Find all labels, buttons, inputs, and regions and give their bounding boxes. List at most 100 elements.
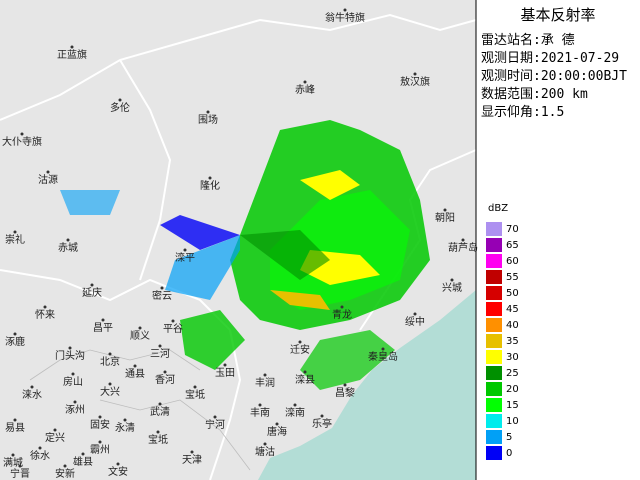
legend-label: 60 [506, 256, 519, 267]
place-label: 平谷 [163, 323, 183, 335]
place-dot [293, 403, 297, 407]
place-label: 兴城 [442, 282, 462, 294]
info-value: 2021-07-29 [541, 51, 619, 66]
legend-swatch [486, 366, 502, 380]
place-label: 迁安 [290, 343, 310, 356]
place-dot [206, 110, 210, 114]
place-dot [381, 347, 385, 351]
place-dot [53, 428, 57, 432]
sea [258, 290, 476, 480]
place-dot [413, 312, 417, 316]
place-dot [123, 418, 127, 422]
place-label: 涞水 [22, 389, 42, 401]
place-dot [158, 344, 162, 348]
place-dot [223, 363, 227, 367]
place-dot [303, 370, 307, 374]
place-dot [320, 414, 324, 418]
legend-swatch [486, 446, 502, 460]
place-dot [343, 383, 347, 387]
legend-label: 40 [506, 320, 519, 331]
legend-label: 5 [506, 432, 512, 443]
place-dot [450, 278, 454, 282]
place-dot [190, 450, 194, 454]
legend-swatch [486, 382, 502, 396]
place-dot [98, 440, 102, 444]
place-dot [116, 462, 120, 466]
place-label: 隆化 [200, 179, 220, 192]
legend-swatch [486, 350, 502, 364]
place-dot [156, 430, 160, 434]
info-value: 承 德 [541, 33, 575, 48]
place-label: 固安 [90, 418, 110, 431]
place-label: 丰润 [255, 376, 275, 389]
place-label: 大仆寺旗 [2, 135, 42, 148]
place-dot [298, 340, 302, 344]
info-label: 雷达站名: [481, 32, 541, 48]
place-label: 怀来 [35, 309, 55, 321]
place-label: 正蓝旗 [57, 48, 87, 61]
place-dot [108, 382, 112, 386]
place-dot [263, 373, 267, 377]
place-label: 葫芦岛 [448, 241, 478, 254]
place-dot [43, 305, 47, 309]
place-label: 塘沽 [255, 445, 275, 458]
place-dot [193, 385, 197, 389]
place-label: 崇礼 [5, 233, 25, 246]
place-label: 武清 [150, 405, 170, 418]
place-label: 赤峰 [295, 84, 315, 96]
place-dot [171, 319, 175, 323]
legend-swatch [486, 414, 502, 428]
place-label: 青龙 [332, 308, 352, 321]
place-dot [11, 453, 15, 457]
place-dot [343, 8, 347, 12]
legend-swatch [486, 238, 502, 252]
place-label: 安新 [55, 467, 75, 480]
place-label: 宁河 [205, 418, 225, 431]
place-dot [38, 446, 42, 450]
place-dot [66, 238, 70, 242]
place-label: 秦皇岛 [368, 350, 398, 363]
place-dot [30, 385, 34, 389]
place-label: 赤城 [58, 242, 78, 254]
legend-label: 50 [506, 288, 519, 299]
info-value: 20:00:00BJT [541, 69, 627, 84]
place-label: 霸州 [90, 444, 110, 456]
place-dot [118, 98, 122, 102]
place-label: 围场 [198, 113, 218, 126]
place-dot [413, 72, 417, 76]
place-dot [13, 332, 17, 336]
place-label: 文安 [108, 465, 128, 478]
place-label: 通县 [125, 368, 145, 380]
place-label: 雄县 [73, 455, 93, 468]
place-dot [443, 208, 447, 212]
place-label: 满城 [3, 457, 23, 469]
legend-swatch [486, 270, 502, 284]
info-label: 观测日期: [481, 51, 541, 66]
place-dot [208, 176, 212, 180]
place-label: 宝坻 [148, 433, 168, 446]
place-label: 涿州 [65, 404, 85, 416]
legend-label: 30 [506, 352, 519, 363]
info-line: 观测时间:20:00:00BJT [481, 69, 627, 84]
place-label: 顺义 [130, 330, 150, 342]
legend-label: 45 [506, 304, 519, 315]
place-dot [18, 464, 22, 468]
place-label: 昌黎 [335, 386, 355, 399]
place-label: 多伦 [110, 101, 130, 114]
legend-swatch [486, 254, 502, 268]
legend-label: 65 [506, 240, 519, 251]
radar-echo [60, 120, 430, 390]
place-label: 门头沟 [55, 349, 85, 362]
info-line: 数据范围:200 km [481, 87, 588, 102]
place-label: 绥中 [405, 315, 425, 328]
place-dot [90, 283, 94, 287]
legend-swatch [486, 302, 502, 316]
place-label: 乐亭 [312, 417, 332, 430]
place-dot [340, 305, 344, 309]
place-dot [183, 248, 187, 252]
legend-swatch [486, 430, 502, 444]
place-dot [20, 132, 24, 136]
place-dot [63, 464, 67, 468]
